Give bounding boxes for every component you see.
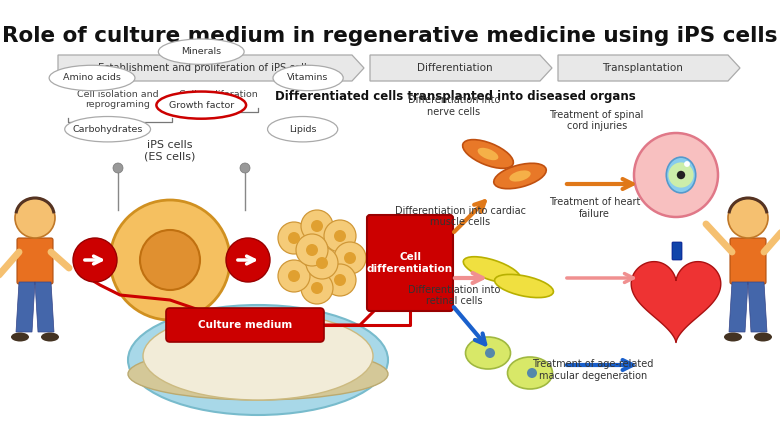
- Polygon shape: [558, 55, 740, 81]
- Text: Cell proliferation: Cell proliferation: [179, 90, 257, 99]
- Circle shape: [278, 222, 310, 254]
- Text: Minerals: Minerals: [181, 47, 222, 56]
- Ellipse shape: [466, 337, 510, 369]
- Circle shape: [324, 264, 356, 296]
- Text: Treatment of spinal
cord injuries: Treatment of spinal cord injuries: [550, 110, 644, 131]
- Circle shape: [15, 198, 55, 238]
- Circle shape: [311, 282, 323, 294]
- Circle shape: [278, 260, 310, 292]
- Ellipse shape: [49, 65, 135, 91]
- Ellipse shape: [128, 305, 388, 415]
- Text: Culture medium: Culture medium: [198, 320, 292, 330]
- Polygon shape: [35, 282, 54, 332]
- Polygon shape: [729, 282, 748, 332]
- Circle shape: [226, 238, 270, 282]
- Circle shape: [684, 161, 690, 167]
- Ellipse shape: [268, 117, 338, 142]
- Circle shape: [311, 220, 323, 232]
- Circle shape: [113, 163, 123, 173]
- Ellipse shape: [273, 65, 343, 91]
- Circle shape: [677, 171, 685, 179]
- Ellipse shape: [509, 170, 530, 182]
- Circle shape: [344, 252, 356, 264]
- FancyBboxPatch shape: [166, 308, 324, 342]
- Ellipse shape: [158, 39, 244, 64]
- Polygon shape: [370, 55, 552, 81]
- Ellipse shape: [508, 357, 552, 389]
- FancyBboxPatch shape: [17, 238, 53, 284]
- Circle shape: [634, 133, 718, 217]
- Circle shape: [306, 244, 318, 256]
- Text: Differentiated cells transplanted into diseased organs: Differentiated cells transplanted into d…: [275, 90, 636, 103]
- Circle shape: [527, 368, 537, 378]
- Ellipse shape: [463, 257, 521, 283]
- Polygon shape: [58, 55, 364, 81]
- Ellipse shape: [463, 140, 513, 168]
- Ellipse shape: [724, 332, 742, 342]
- FancyBboxPatch shape: [730, 238, 766, 284]
- Circle shape: [334, 230, 346, 242]
- Circle shape: [140, 230, 200, 290]
- Circle shape: [485, 348, 495, 358]
- Polygon shape: [631, 261, 721, 343]
- Ellipse shape: [41, 332, 59, 342]
- Circle shape: [288, 270, 300, 282]
- Circle shape: [240, 163, 250, 173]
- Polygon shape: [748, 282, 767, 332]
- Ellipse shape: [477, 148, 498, 160]
- Text: Treatment of heart
failure: Treatment of heart failure: [548, 197, 640, 219]
- Circle shape: [334, 242, 366, 274]
- Ellipse shape: [11, 332, 29, 342]
- Ellipse shape: [65, 117, 151, 142]
- Ellipse shape: [495, 274, 554, 297]
- Circle shape: [306, 247, 338, 279]
- Circle shape: [296, 234, 328, 266]
- Circle shape: [728, 198, 768, 238]
- Text: Growth factor: Growth factor: [168, 101, 234, 110]
- Text: Differentiation: Differentiation: [417, 63, 493, 73]
- Circle shape: [301, 272, 333, 304]
- Ellipse shape: [156, 92, 246, 119]
- Text: Carbohydrates: Carbohydrates: [73, 125, 143, 134]
- Text: Role of culture medium in regenerative medicine using iPS cells: Role of culture medium in regenerative m…: [2, 26, 778, 46]
- Text: Cell isolation and
reprograming: Cell isolation and reprograming: [77, 90, 159, 110]
- FancyBboxPatch shape: [672, 242, 682, 260]
- Text: Vitamins: Vitamins: [287, 74, 329, 82]
- Ellipse shape: [128, 348, 388, 400]
- Ellipse shape: [754, 332, 772, 342]
- Circle shape: [668, 162, 693, 187]
- Text: Differentiation into
nerve cells: Differentiation into nerve cells: [408, 95, 500, 117]
- Polygon shape: [16, 282, 35, 332]
- Circle shape: [316, 257, 328, 269]
- Text: Cell
differentiation: Cell differentiation: [367, 252, 453, 274]
- Circle shape: [288, 232, 300, 244]
- Circle shape: [73, 238, 117, 282]
- Text: Lipids: Lipids: [289, 125, 317, 134]
- Text: Differentiation into
retinal cells: Differentiation into retinal cells: [408, 285, 500, 306]
- Text: Differentiation into cardiac
muscle cells: Differentiation into cardiac muscle cell…: [395, 206, 526, 227]
- Ellipse shape: [494, 163, 546, 189]
- Circle shape: [334, 274, 346, 286]
- Circle shape: [110, 200, 230, 320]
- Text: iPS cells
(ES cells): iPS cells (ES cells): [144, 140, 196, 162]
- Ellipse shape: [666, 157, 696, 193]
- Circle shape: [301, 210, 333, 242]
- Text: Transplantation: Transplantation: [603, 63, 683, 73]
- FancyBboxPatch shape: [367, 215, 453, 311]
- Text: Amino acids: Amino acids: [63, 74, 121, 82]
- Ellipse shape: [143, 312, 373, 400]
- Text: Establishment and proliferation of iPS cells: Establishment and proliferation of iPS c…: [98, 63, 312, 73]
- Text: Treatment of age-related
macular degeneration: Treatment of age-related macular degener…: [532, 359, 654, 381]
- Circle shape: [324, 220, 356, 252]
